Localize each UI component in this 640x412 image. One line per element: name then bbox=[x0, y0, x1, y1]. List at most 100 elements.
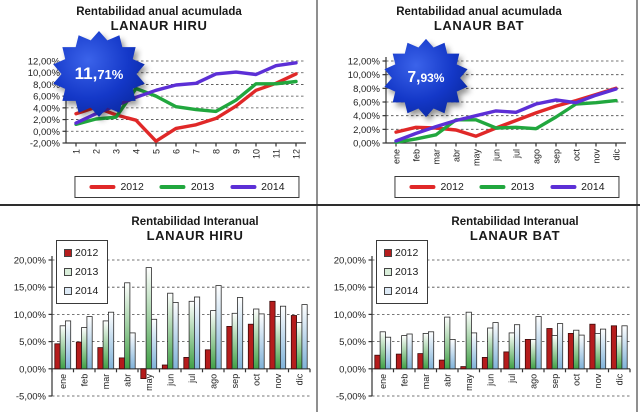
svg-text:jun: jun bbox=[492, 149, 502, 162]
legend-label: 2013 bbox=[395, 266, 419, 278]
legend-label: 2013 bbox=[510, 181, 535, 193]
panel-acumulada-hiru: Rentabilidad anual acumulada LANAUR HIRU… bbox=[0, 0, 318, 206]
bar-chart-interanual-bat: 20,00% 15,00% 10,00% 5,00% 0,00% -5,00% ene feb… bbox=[334, 256, 631, 403]
svg-text:may: may bbox=[144, 373, 154, 391]
svg-text:15,00%: 15,00% bbox=[14, 283, 47, 294]
svg-text:10,00%: 10,00% bbox=[14, 310, 47, 321]
chart-title-line1: Rentabilidad Interanual bbox=[131, 216, 259, 228]
legend-swatch-2014 bbox=[230, 185, 257, 189]
svg-text:sep: sep bbox=[552, 149, 562, 164]
chart-title-line1: Rentabilidad anual acumulada bbox=[76, 6, 242, 18]
svg-text:-5,00%: -5,00% bbox=[336, 392, 367, 403]
badge-value: 11, 71% bbox=[50, 30, 148, 118]
legend-item-2013: 2013 bbox=[384, 266, 418, 278]
svg-text:4: 4 bbox=[132, 149, 142, 154]
legend-item-2013: 2013 bbox=[479, 181, 535, 193]
svg-text:abr: abr bbox=[123, 374, 133, 387]
chart-title-line2: LANAUR BAT bbox=[469, 228, 561, 244]
legend-swatch-2013 bbox=[64, 268, 72, 276]
legend-label: 2013 bbox=[75, 266, 99, 278]
legend-label: 2012 bbox=[120, 181, 144, 193]
svg-text:2,00%: 2,00% bbox=[353, 125, 380, 136]
legend-label: 2013 bbox=[190, 181, 215, 193]
svg-text:0,00%: 0,00% bbox=[353, 139, 380, 150]
chart-title-line1: Rentabilidad anual acumulada bbox=[396, 6, 562, 18]
svg-text:dic: dic bbox=[295, 373, 305, 385]
svg-text:8,00%: 8,00% bbox=[33, 80, 60, 91]
legend-item-2013: 2013 bbox=[159, 181, 215, 193]
svg-text:4,00%: 4,00% bbox=[33, 103, 60, 114]
badge-value-decimals: 71% bbox=[97, 66, 124, 82]
legend-label: 2012 bbox=[395, 247, 419, 259]
legend-swatch-2013 bbox=[384, 268, 392, 276]
legend-item-2012: 2012 bbox=[409, 181, 464, 193]
horizontal-divider-middle bbox=[0, 204, 640, 206]
svg-text:12,00%: 12,00% bbox=[28, 57, 61, 68]
svg-text:5,00%: 5,00% bbox=[19, 337, 46, 348]
legend-swatch-2013 bbox=[159, 185, 186, 189]
svg-text:12,00%: 12,00% bbox=[348, 57, 381, 68]
svg-text:10,00%: 10,00% bbox=[348, 70, 381, 81]
legend-label: 2012 bbox=[440, 181, 464, 193]
svg-text:oct: oct bbox=[252, 373, 262, 386]
svg-text:10,00%: 10,00% bbox=[334, 310, 367, 321]
svg-text:nov: nov bbox=[273, 373, 283, 388]
svg-text:ago: ago bbox=[209, 374, 219, 389]
legend-item-2012: 2012 bbox=[384, 247, 418, 259]
chart-legend: 2012 2013 2014 bbox=[394, 176, 620, 198]
svg-text:6,00%: 6,00% bbox=[353, 98, 380, 109]
svg-text:20,00%: 20,00% bbox=[14, 256, 47, 267]
svg-text:jul: jul bbox=[512, 149, 522, 159]
svg-text:5: 5 bbox=[152, 149, 162, 154]
svg-text:ene: ene bbox=[392, 149, 402, 164]
chart-legend: 2012 2013 2014 bbox=[74, 176, 300, 198]
vertical-divider-center bbox=[316, 0, 318, 412]
badge-value: 7, 93% bbox=[382, 38, 470, 118]
legend-item-2013: 2013 bbox=[64, 266, 98, 278]
performance-badge-bat: 7, 93% bbox=[382, 38, 470, 118]
svg-text:mar: mar bbox=[421, 374, 431, 390]
svg-text:feb: feb bbox=[412, 149, 422, 162]
svg-text:jun: jun bbox=[166, 374, 176, 387]
svg-text:10,00%: 10,00% bbox=[28, 68, 61, 79]
svg-text:jul: jul bbox=[187, 374, 197, 384]
svg-text:feb: feb bbox=[80, 374, 90, 387]
legend-label: 2014 bbox=[395, 285, 419, 297]
legend-label: 2014 bbox=[75, 285, 99, 297]
svg-text:4,00%: 4,00% bbox=[353, 111, 380, 122]
svg-text:nov: nov bbox=[593, 373, 603, 388]
svg-text:ago: ago bbox=[529, 374, 539, 389]
svg-text:dic: dic bbox=[615, 373, 625, 385]
svg-text:6: 6 bbox=[172, 149, 182, 154]
svg-text:nov: nov bbox=[592, 149, 602, 164]
svg-text:jul: jul bbox=[507, 374, 517, 384]
panel-acumulada-bat: Rentabilidad anual acumulada LANAUR BAT … bbox=[320, 0, 638, 206]
legend-swatch-2012 bbox=[89, 185, 116, 189]
svg-text:ene: ene bbox=[58, 374, 68, 389]
chart-legend: 2012 2013 2014 bbox=[56, 240, 109, 304]
performance-badge-hiru: 11, 71% bbox=[50, 30, 148, 118]
svg-text:15,00%: 15,00% bbox=[334, 283, 367, 294]
svg-text:mar: mar bbox=[101, 374, 111, 390]
chart-legend: 2012 2013 2014 bbox=[376, 240, 429, 304]
svg-text:10: 10 bbox=[252, 149, 262, 159]
bar-chart-interanual-hiru: 20,00% 15,00% 10,00% 5,00% 0,00% -5,00% ene feb… bbox=[14, 256, 311, 403]
svg-text:9: 9 bbox=[232, 149, 242, 154]
svg-text:6,00%: 6,00% bbox=[33, 92, 60, 103]
line-chart-acumulada-bat: 12,00% 10,00% 8,00% 6,00% 4,00% 2,00% 0,00% ene… bbox=[348, 57, 626, 166]
svg-text:jun: jun bbox=[486, 374, 496, 387]
starburst-icon bbox=[384, 38, 468, 118]
chart-title: Rentabilidad anual acumulada LANAUR BAT bbox=[320, 6, 638, 34]
legend-item-2014: 2014 bbox=[230, 181, 285, 193]
legend-item-2012: 2012 bbox=[64, 247, 98, 259]
legend-swatch-2012 bbox=[409, 185, 436, 189]
svg-text:mar: mar bbox=[432, 149, 442, 165]
badge-value-integer: 7, bbox=[407, 69, 421, 86]
svg-text:dic: dic bbox=[612, 149, 622, 161]
svg-text:2: 2 bbox=[92, 149, 102, 154]
svg-text:0,00%: 0,00% bbox=[19, 364, 46, 375]
svg-text:feb: feb bbox=[400, 374, 410, 387]
chart-title-line2: LANAUR HIRU bbox=[110, 18, 208, 34]
svg-text:0,00%: 0,00% bbox=[339, 364, 366, 375]
